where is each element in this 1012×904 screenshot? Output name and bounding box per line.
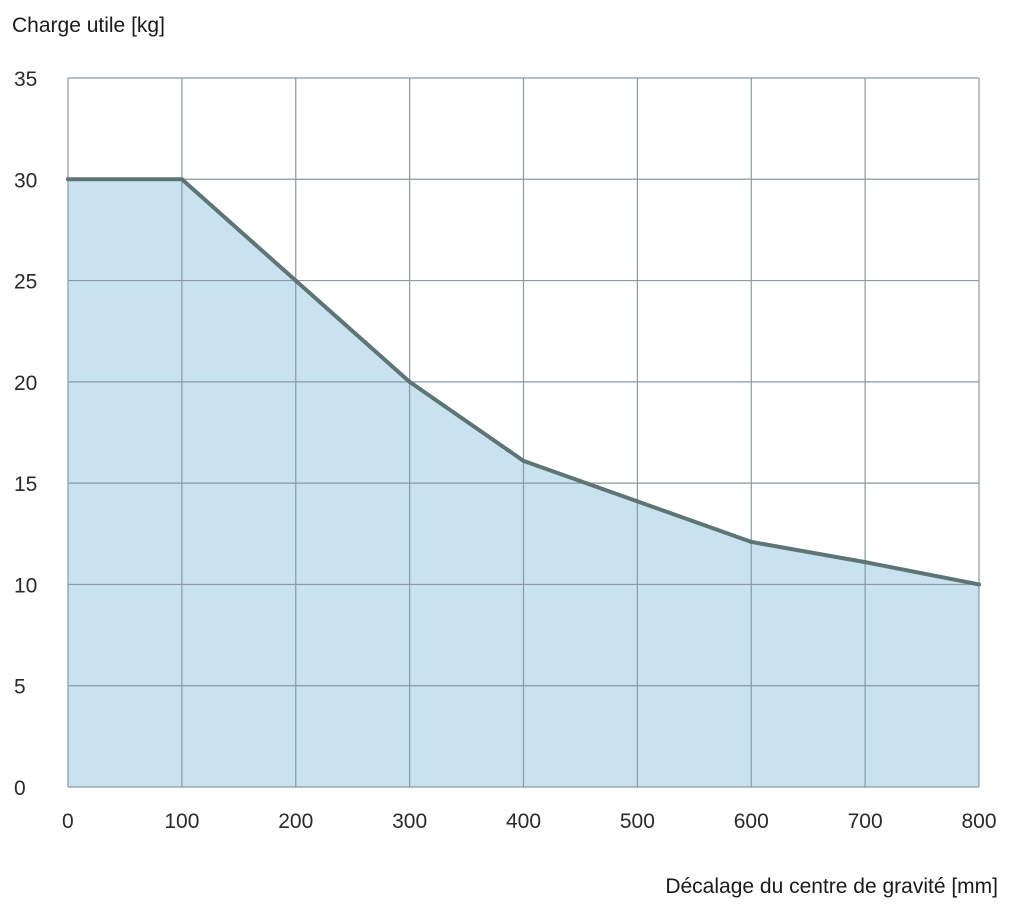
- data-point: [179, 177, 184, 182]
- x-tick-label: 800: [961, 810, 996, 833]
- y-tick-label: 0: [14, 777, 26, 800]
- x-tick-label: 400: [506, 810, 541, 833]
- y-tick-label: 30: [14, 169, 37, 192]
- data-point: [521, 458, 526, 463]
- x-tick-label: 0: [62, 810, 74, 833]
- x-tick-label: 100: [164, 810, 199, 833]
- data-point: [293, 278, 298, 283]
- x-axis-title: Décalage du centre de gravité [mm]: [665, 875, 998, 898]
- data-point: [66, 177, 70, 182]
- x-tick-label: 600: [734, 810, 769, 833]
- y-tick-label: 15: [14, 473, 37, 496]
- data-point: [407, 379, 412, 384]
- y-tick-label: 25: [14, 271, 37, 294]
- x-tick-label: 700: [848, 810, 883, 833]
- x-tick-label: 200: [278, 810, 313, 833]
- x-tick-label: 500: [620, 810, 655, 833]
- data-point: [977, 582, 981, 587]
- y-tick-label: 5: [14, 676, 26, 699]
- x-tick-label: 300: [392, 810, 427, 833]
- data-point: [863, 560, 868, 565]
- y-tick-label: 35: [14, 68, 37, 91]
- y-axis-title: Charge utile [kg]: [12, 14, 165, 37]
- data-point: [635, 499, 640, 504]
- y-tick-label: 20: [14, 372, 37, 395]
- plot-area: 0 100 200 300 400 500 600 700 800 0 5 10 15 20 25 30 35: [14, 68, 997, 833]
- data-point: [749, 539, 754, 544]
- y-tick-label: 10: [14, 574, 37, 597]
